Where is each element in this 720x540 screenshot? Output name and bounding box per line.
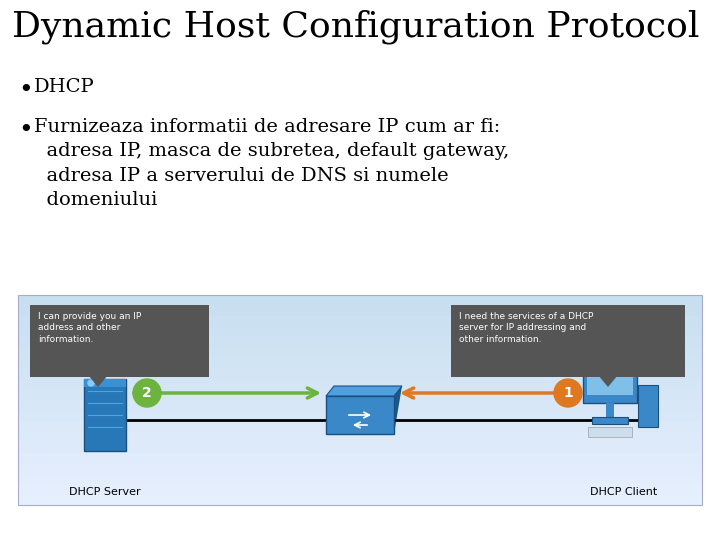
Bar	[18, 463, 702, 474]
Bar	[18, 327, 702, 338]
Bar	[18, 421, 702, 432]
Bar	[18, 410, 702, 422]
Bar	[18, 295, 702, 306]
Bar	[326, 396, 394, 434]
Bar	[583, 363, 637, 403]
Bar	[18, 358, 702, 369]
Polygon shape	[88, 375, 108, 387]
Bar	[18, 400, 702, 411]
Circle shape	[133, 379, 161, 407]
Bar	[18, 316, 702, 327]
Bar	[638, 385, 658, 427]
Polygon shape	[326, 386, 402, 434]
Text: Dynamic Host Configuration Protocol: Dynamic Host Configuration Protocol	[12, 10, 700, 44]
Bar	[18, 442, 702, 453]
Text: Furnizeaza informatii de adresare IP cum ar fi:
  adresa IP, masca de subretea, : Furnizeaza informatii de adresare IP cum…	[34, 118, 509, 209]
Bar	[588, 427, 632, 437]
Bar	[18, 474, 702, 484]
Text: DHCP: DHCP	[34, 78, 95, 96]
Bar	[587, 367, 633, 395]
Text: I can provide you an IP
address and other
information.: I can provide you an IP address and othe…	[38, 312, 141, 344]
Bar	[592, 417, 628, 424]
Bar	[84, 379, 126, 387]
Text: I need the services of a DHCP
server for IP addressing and
other information.: I need the services of a DHCP server for…	[459, 312, 593, 344]
Circle shape	[88, 380, 94, 386]
Bar	[18, 495, 702, 505]
Text: 1: 1	[563, 386, 573, 400]
FancyBboxPatch shape	[30, 305, 209, 377]
Text: DHCP Client: DHCP Client	[590, 487, 657, 497]
Polygon shape	[598, 375, 618, 387]
Bar	[18, 389, 702, 401]
Bar	[18, 306, 702, 316]
Bar	[18, 348, 702, 359]
Bar	[18, 368, 702, 380]
Text: •: •	[18, 78, 32, 102]
Bar	[18, 337, 702, 348]
Bar	[18, 431, 702, 442]
Circle shape	[554, 379, 582, 407]
Polygon shape	[326, 386, 402, 396]
Text: •: •	[18, 118, 32, 142]
FancyBboxPatch shape	[451, 305, 685, 377]
Text: 2: 2	[142, 386, 152, 400]
Text: DHCP Server: DHCP Server	[69, 487, 141, 497]
Bar	[18, 484, 702, 495]
Bar	[18, 453, 702, 463]
Bar	[606, 403, 614, 417]
FancyBboxPatch shape	[84, 379, 126, 451]
Bar	[18, 379, 702, 390]
